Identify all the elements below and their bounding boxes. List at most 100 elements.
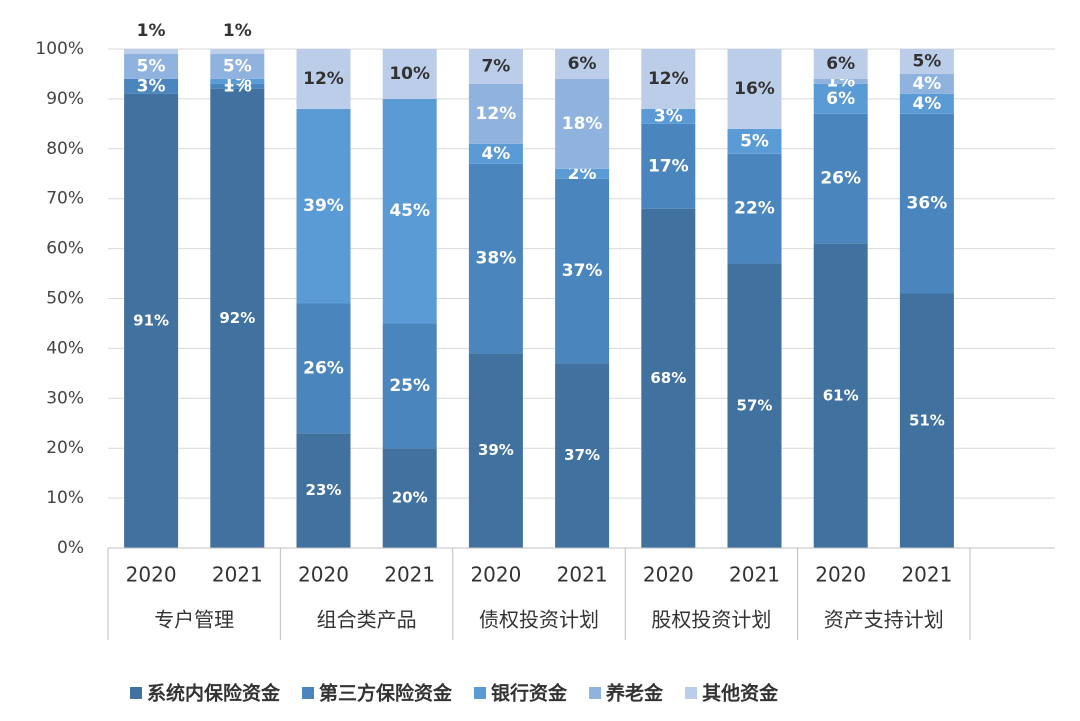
bar-segment bbox=[555, 178, 610, 364]
data-label: 5% bbox=[223, 56, 252, 76]
data-label: 6% bbox=[826, 89, 855, 109]
y-tick-label: 30% bbox=[46, 388, 84, 408]
bar-segment bbox=[124, 93, 179, 548]
x-tick-label: 2021 bbox=[557, 563, 608, 587]
data-label: 3% bbox=[137, 76, 166, 96]
x-tick-label: 2020 bbox=[815, 563, 866, 587]
data-label: 1% bbox=[223, 21, 252, 41]
data-label: 7% bbox=[481, 56, 510, 76]
bar-segment bbox=[899, 73, 954, 94]
bar-segment bbox=[210, 88, 265, 549]
legend-label: 第三方保险资金 bbox=[319, 682, 453, 705]
bar-segment bbox=[210, 83, 265, 89]
data-label: 45% bbox=[389, 201, 430, 221]
data-label: 3% bbox=[654, 106, 683, 126]
y-tick-label: 50% bbox=[46, 289, 84, 309]
y-tick-label: 0% bbox=[57, 538, 84, 558]
x-tick-label: 2021 bbox=[729, 563, 780, 587]
bar-segment bbox=[124, 53, 179, 79]
y-tick-label: 10% bbox=[46, 488, 84, 508]
x-tick-label: 2021 bbox=[212, 563, 263, 587]
bar-segment bbox=[641, 108, 696, 124]
data-label: 22% bbox=[734, 199, 775, 219]
bar-segment bbox=[296, 49, 351, 109]
data-label: 6% bbox=[826, 54, 855, 74]
y-tick-label: 90% bbox=[46, 89, 84, 109]
data-label: 36% bbox=[907, 194, 948, 214]
data-label: 37% bbox=[564, 446, 600, 464]
legend-swatch bbox=[474, 687, 487, 699]
data-label: 61% bbox=[823, 386, 859, 404]
data-label: 12% bbox=[303, 69, 344, 89]
data-label: 5% bbox=[912, 51, 941, 71]
data-label: 18% bbox=[562, 114, 603, 134]
data-label: 4% bbox=[481, 144, 510, 164]
data-label: 38% bbox=[476, 249, 517, 269]
data-label: 57% bbox=[737, 396, 773, 414]
legend-swatch bbox=[589, 687, 602, 699]
data-label: 37% bbox=[562, 261, 603, 281]
bar-segment bbox=[813, 243, 868, 549]
bar-segment bbox=[641, 49, 696, 109]
bar-segment bbox=[210, 78, 265, 84]
bar-segment bbox=[296, 433, 351, 548]
y-tick-label: 100% bbox=[35, 39, 84, 59]
data-label: 39% bbox=[478, 441, 514, 459]
group-label: 组合类产品 bbox=[317, 608, 417, 632]
bar-segment bbox=[382, 49, 437, 99]
legend-label: 养老金 bbox=[605, 682, 664, 705]
data-label: 5% bbox=[740, 131, 769, 151]
legend-label: 银行资金 bbox=[491, 682, 568, 705]
y-tick-label: 40% bbox=[46, 338, 84, 358]
bar-segment bbox=[555, 168, 610, 179]
bar-segment bbox=[468, 143, 523, 164]
bar-segment bbox=[727, 128, 782, 154]
bar-segment bbox=[727, 153, 782, 264]
data-label: 92% bbox=[219, 309, 255, 327]
bar-segment bbox=[555, 363, 610, 548]
group-label: 股权投资计划 bbox=[651, 608, 771, 632]
data-label: 39% bbox=[303, 196, 344, 216]
bar-segment bbox=[210, 53, 265, 79]
bar-segment bbox=[210, 49, 265, 54]
x-tick-label: 2020 bbox=[126, 563, 177, 587]
bar-segment bbox=[727, 49, 782, 129]
bar-segment bbox=[641, 208, 696, 548]
data-label: 4% bbox=[912, 94, 941, 114]
y-tick-label: 60% bbox=[46, 239, 84, 259]
bar-segment bbox=[813, 113, 868, 244]
data-label: 91% bbox=[133, 311, 169, 329]
legend-swatch bbox=[130, 687, 142, 699]
bar-segment bbox=[124, 78, 179, 94]
group-label: 资产支持计划 bbox=[824, 608, 944, 632]
data-label: 12% bbox=[476, 104, 517, 124]
data-label: 25% bbox=[389, 376, 430, 396]
legend-swatch bbox=[302, 687, 315, 699]
bar-segment bbox=[124, 49, 179, 54]
x-tick-label: 2021 bbox=[384, 563, 435, 587]
y-tick-label: 80% bbox=[46, 139, 84, 159]
bar-segment bbox=[468, 163, 523, 354]
bar-segment bbox=[555, 49, 610, 79]
bar-segment bbox=[727, 263, 782, 548]
data-label: 23% bbox=[306, 481, 342, 499]
data-label: 17% bbox=[648, 156, 689, 176]
bar-segment bbox=[382, 98, 437, 324]
bar-segment bbox=[296, 108, 351, 304]
bar-segment bbox=[382, 323, 437, 449]
bar-segment bbox=[899, 293, 954, 548]
data-label: 1% bbox=[137, 21, 166, 41]
y-tick-label: 20% bbox=[46, 438, 84, 458]
group-label: 专户管理 bbox=[154, 608, 234, 632]
data-label: 68% bbox=[650, 369, 686, 387]
bar-segment bbox=[899, 113, 954, 294]
group-label: 债权投资计划 bbox=[479, 608, 599, 632]
data-label: 6% bbox=[568, 54, 597, 74]
bar-segment bbox=[382, 448, 437, 548]
x-tick-label: 2020 bbox=[643, 563, 694, 587]
legend-label: 其他资金 bbox=[702, 682, 779, 705]
data-label: 5% bbox=[137, 56, 166, 76]
data-label: 12% bbox=[648, 69, 689, 89]
bar-segment bbox=[813, 49, 868, 79]
bar-segment bbox=[641, 123, 696, 209]
